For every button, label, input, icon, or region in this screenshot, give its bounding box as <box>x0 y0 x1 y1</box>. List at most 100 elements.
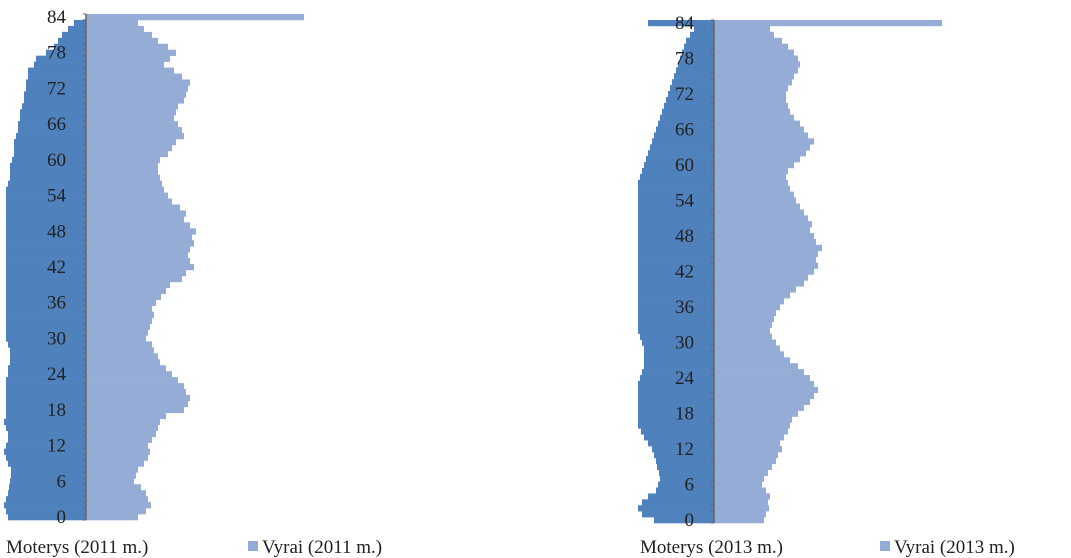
bar-left-age-1 <box>6 508 86 515</box>
bar-right-age-78 <box>86 49 176 56</box>
bar-left-age-13 <box>648 440 714 447</box>
bar-right-age-7 <box>86 472 136 479</box>
bar-left-age-80 <box>58 37 86 45</box>
bar-left-age-54 <box>638 197 714 204</box>
y-tick-label: 66 <box>47 114 66 135</box>
bar-right-age-40 <box>86 275 182 283</box>
bar-left-age-72 <box>26 85 86 92</box>
bar-right-age-22 <box>86 383 184 390</box>
bar-left-age-56 <box>638 185 714 192</box>
y-tick-label: 84 <box>47 7 67 28</box>
y-tick-label: 30 <box>47 328 66 349</box>
bar-left-age-22 <box>638 386 714 394</box>
bar-left-age-30 <box>6 335 86 342</box>
bar-right-age-4 <box>714 493 770 500</box>
bar-right-age-43 <box>86 258 190 265</box>
y-tick-label: 0 <box>685 510 695 531</box>
y-tick-label: 36 <box>47 293 66 314</box>
bar-right-age-27 <box>86 353 158 360</box>
bar-left-age-40 <box>638 280 714 287</box>
bar-left-age-67 <box>658 120 714 127</box>
bar-right-age-74 <box>714 79 792 86</box>
y-tick-label: 36 <box>675 297 694 318</box>
bar-right-age-33 <box>86 317 152 324</box>
bar-right-age-27 <box>714 357 790 364</box>
bar-right-age-19 <box>714 404 804 411</box>
bar-left-age-82 <box>690 31 714 39</box>
bar-right-age-54 <box>714 197 796 204</box>
bar-right-age-15 <box>86 424 158 432</box>
bar-left-age-5 <box>656 487 714 494</box>
bar-right-age-18 <box>86 406 184 414</box>
bar-left-age-79 <box>682 49 714 56</box>
bar-left-age-50 <box>638 221 714 228</box>
bar-right-age-57 <box>714 179 788 186</box>
bar-left-age-45 <box>6 246 86 253</box>
bar-left-age-64 <box>652 138 714 145</box>
bar-left-age-7 <box>11 472 86 479</box>
bar-right-age-24 <box>86 371 172 378</box>
bar-right-age-20 <box>714 398 810 405</box>
bar-right-age-56 <box>86 180 162 187</box>
bar-right-age-17 <box>86 412 166 420</box>
bar-left-age-39 <box>638 286 714 293</box>
bar-right-age-0 <box>714 517 764 524</box>
bar-right-age-52 <box>86 204 180 211</box>
bar-left-age-34 <box>6 311 86 318</box>
y-tick-label: 12 <box>47 436 66 457</box>
bar-right-age-15 <box>714 428 788 435</box>
bar-right-age-38 <box>86 287 166 295</box>
bar-right-age-48 <box>86 228 196 235</box>
bar-right-age-42 <box>86 264 194 271</box>
bar-right-age-54 <box>86 192 168 199</box>
bar-left-age-20 <box>6 394 86 402</box>
bar-right-age-25 <box>86 365 166 372</box>
bar-right-age-11 <box>86 448 150 455</box>
bar-right-age-23 <box>86 377 178 384</box>
bar-right-age-82 <box>86 25 144 33</box>
bar-right-age-30 <box>714 339 776 346</box>
bar-left-age-16 <box>638 422 714 429</box>
bar-right-age-34 <box>86 311 154 318</box>
y-tick-label: 18 <box>675 404 694 425</box>
bar-right-age-6 <box>86 478 134 485</box>
bar-right-age-64 <box>86 133 184 140</box>
bar-left-age-28 <box>10 347 86 354</box>
bar-left-age-12 <box>652 446 714 453</box>
bar-left-age-26 <box>10 359 86 366</box>
bar-right-age-63 <box>714 144 810 151</box>
bar-right-age-81 <box>714 37 782 44</box>
bar-left-age-61 <box>646 156 714 163</box>
bar-right-age-45 <box>86 246 190 253</box>
bar-right-age-0 <box>86 514 138 521</box>
bar-right-age-55 <box>714 191 794 198</box>
bar-left-age-69 <box>22 103 86 110</box>
bar-right-age-46 <box>86 240 194 247</box>
bar-right-age-29 <box>714 345 780 352</box>
bar-left-age-63 <box>650 144 714 151</box>
bar-left-age-19 <box>6 400 86 408</box>
bar-right-age-79 <box>714 49 794 56</box>
bar-right-age-72 <box>86 85 188 92</box>
bar-right-age-6 <box>714 481 762 488</box>
bar-left-age-11 <box>654 451 714 459</box>
legend-label: Moterys (2011 m.) <box>6 537 148 558</box>
bar-right-age-80 <box>714 43 788 50</box>
y-tick-label: 54 <box>47 186 67 207</box>
bar-left-age-8 <box>11 466 86 473</box>
bar-left-age-67 <box>20 115 86 122</box>
bar-left-age-83 <box>694 25 714 33</box>
bar-right-age-2 <box>86 502 151 509</box>
bar-left-age-63 <box>14 139 86 146</box>
bar-right-age-39 <box>86 281 170 289</box>
bar-right-age-4 <box>86 490 146 497</box>
bar-left-age-17 <box>638 416 714 423</box>
bar-left-age-51 <box>638 215 714 222</box>
bar-left-age-32 <box>638 327 714 334</box>
bar-right-age-63 <box>86 139 176 146</box>
bar-left-age-37 <box>638 298 714 305</box>
bar-left-age-65 <box>18 127 86 134</box>
bar-right-age-68 <box>714 114 794 121</box>
bar-left-age-29 <box>8 341 86 348</box>
